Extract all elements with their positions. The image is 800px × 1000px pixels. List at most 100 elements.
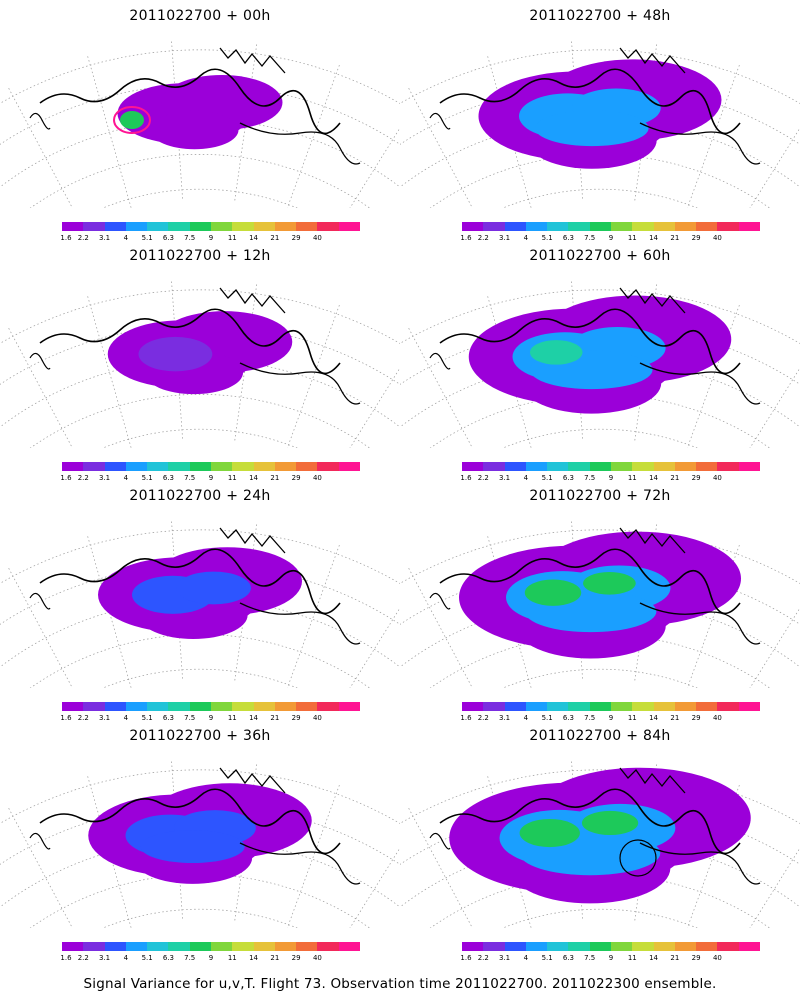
colorbar-tick-label: 40 bbox=[312, 234, 322, 242]
colorbar-tick-label: 1.6 bbox=[460, 474, 472, 482]
colorbar-labels: 1.6 2.2 3.1 4 5.1 6.3 7.5 9 11 14 21 29 40 bbox=[60, 714, 360, 724]
colorbar-labels: 1.6 2.2 3.1 4 5.1 6.3 7.5 9 11 14 21 29 40 bbox=[60, 954, 360, 964]
colorbar-segment bbox=[674, 462, 697, 471]
colorbar-segment bbox=[104, 222, 126, 231]
colorbar-segment bbox=[253, 222, 275, 231]
colorbar-segment bbox=[62, 702, 84, 711]
colorbar-segment bbox=[338, 222, 360, 231]
colorbar-tick-label: 11 bbox=[627, 234, 637, 242]
colorbar-segment bbox=[274, 702, 297, 711]
colorbar-tick-label: 1.6 bbox=[460, 954, 472, 962]
colorbar-segment bbox=[547, 222, 569, 231]
colorbar-tick-label: 2.2 bbox=[77, 234, 89, 242]
colorbar-segment bbox=[696, 942, 718, 951]
colorbar-segment bbox=[189, 942, 211, 951]
colorbar bbox=[462, 942, 760, 951]
colorbar-tick-label: 21 bbox=[670, 954, 680, 962]
colorbar-tick-label: 40 bbox=[712, 474, 722, 482]
colorbar-segment bbox=[125, 222, 148, 231]
colorbar-segment bbox=[125, 462, 148, 471]
panel-title: 2011022700 + 84h bbox=[529, 728, 671, 744]
colorbar-segment bbox=[83, 702, 105, 711]
colorbar-tick-label: 29 bbox=[291, 474, 301, 482]
colorbar-segment bbox=[253, 942, 275, 951]
colorbar-tick-label: 29 bbox=[691, 954, 701, 962]
colorbar-segment bbox=[525, 702, 548, 711]
colorbar-tick-label: 4 bbox=[123, 474, 129, 482]
map-plot bbox=[400, 38, 800, 208]
colorbar-segment bbox=[317, 222, 339, 231]
colorbar-segment bbox=[504, 702, 526, 711]
colorbar-tick-label: 5.1 bbox=[541, 954, 553, 962]
colorbar-tick-label: 9 bbox=[608, 714, 614, 722]
colorbar-tick-label: 7.5 bbox=[184, 474, 196, 482]
colorbar-tick-label: 5.1 bbox=[141, 954, 153, 962]
colorbar-segment bbox=[589, 942, 611, 951]
colorbar-segment bbox=[483, 942, 505, 951]
colorbar-tick-label: 3.1 bbox=[98, 234, 111, 242]
colorbar-segment bbox=[632, 222, 654, 231]
colorbar-tick-label: 40 bbox=[712, 234, 722, 242]
colorbar-tick-label: 2.2 bbox=[77, 714, 89, 722]
forecast-panel: 2011022700 + 72h 1.6 2.2 3.1 4 5.1 6.3 7.5 9 11 14… bbox=[400, 480, 800, 722]
colorbar-segment bbox=[232, 222, 254, 231]
colorbar bbox=[62, 942, 360, 951]
colorbar-tick-label: 29 bbox=[691, 234, 701, 242]
colorbar-segment bbox=[274, 462, 297, 471]
colorbar-tick-label: 11 bbox=[227, 474, 237, 482]
colorbar-segment bbox=[147, 702, 169, 711]
colorbar-tick-label: 6.3 bbox=[562, 474, 574, 482]
colorbar-segment bbox=[210, 462, 233, 471]
colorbar-segment bbox=[717, 462, 739, 471]
colorbar-tick-label: 1.6 bbox=[60, 714, 72, 722]
colorbar-segment bbox=[568, 222, 590, 231]
colorbar-segment bbox=[83, 942, 105, 951]
colorbar-segment bbox=[653, 942, 675, 951]
colorbar-segment bbox=[483, 222, 505, 231]
colorbar-segment bbox=[296, 462, 318, 471]
colorbar-segment bbox=[610, 702, 633, 711]
colorbar-segment bbox=[210, 942, 233, 951]
colorbar-segment bbox=[674, 942, 697, 951]
colorbar-tick-label: 9 bbox=[208, 474, 214, 482]
colorbar-tick-label: 3.1 bbox=[498, 234, 511, 242]
colorbar-segment bbox=[147, 462, 169, 471]
colorbar-tick-label: 2.2 bbox=[477, 474, 489, 482]
colorbar-segment bbox=[589, 462, 611, 471]
colorbar-segment bbox=[210, 222, 233, 231]
panel-title: 2011022700 + 12h bbox=[129, 248, 271, 264]
colorbar-tick-label: 2.2 bbox=[77, 954, 89, 962]
colorbar-tick-label: 29 bbox=[291, 714, 301, 722]
colorbar-segment bbox=[189, 702, 211, 711]
colorbar-segment bbox=[738, 462, 760, 471]
colorbar-segment bbox=[653, 462, 675, 471]
colorbar-segment bbox=[525, 462, 548, 471]
panel-title: 2011022700 + 24h bbox=[129, 488, 271, 504]
colorbar-segment bbox=[317, 702, 339, 711]
colorbar-tick-label: 6.3 bbox=[162, 714, 174, 722]
colorbar-segment bbox=[504, 942, 526, 951]
colorbar-tick-label: 4 bbox=[123, 954, 129, 962]
colorbar-tick-label: 3.1 bbox=[498, 474, 511, 482]
colorbar-segment bbox=[232, 942, 254, 951]
colorbar-segment bbox=[189, 462, 211, 471]
colorbar-segment bbox=[338, 462, 360, 471]
colorbar-segment bbox=[104, 702, 126, 711]
colorbar-segment bbox=[738, 942, 760, 951]
colorbar-segment bbox=[547, 462, 569, 471]
colorbar-segment bbox=[653, 222, 675, 231]
colorbar-segment bbox=[674, 222, 697, 231]
forecast-panel: 2011022700 + 24h 1.6 2.2 3.1 4 5.1 6.3 7.5 9 11 14… bbox=[0, 480, 400, 722]
colorbar-tick-label: 7.5 bbox=[584, 474, 596, 482]
colorbar-tick-label: 6.3 bbox=[162, 474, 174, 482]
colorbar-tick-label: 29 bbox=[691, 714, 701, 722]
colorbar-segment bbox=[547, 942, 569, 951]
colorbar-labels: 1.6 2.2 3.1 4 5.1 6.3 7.5 9 11 14 21 29 40 bbox=[460, 474, 760, 484]
colorbar-segment bbox=[338, 942, 360, 951]
forecast-panel: 2011022700 + 60h 1.6 2.2 3.1 4 5.1 6.3 7.5 9 11 14… bbox=[400, 240, 800, 482]
forecast-panel: 2011022700 + 12h 1.6 2.2 3.1 4 5.1 6.3 7.5 9 11 14… bbox=[0, 240, 400, 482]
colorbar-tick-label: 9 bbox=[208, 234, 214, 242]
colorbar-tick-label: 5.1 bbox=[141, 474, 153, 482]
colorbar-tick-label: 1.6 bbox=[60, 234, 72, 242]
colorbar-segment bbox=[104, 462, 126, 471]
